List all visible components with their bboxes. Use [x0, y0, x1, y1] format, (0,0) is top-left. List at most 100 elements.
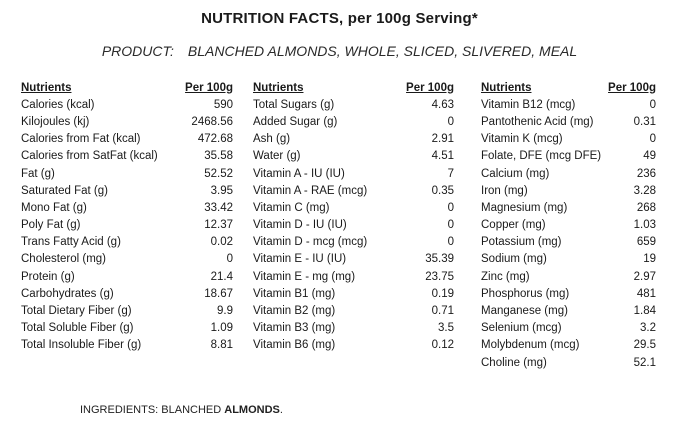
- nutrient-name: Calories (kcal): [21, 98, 95, 111]
- nutrient-row: Manganese (mg) 1.84: [481, 302, 656, 319]
- nutrient-value: 3.5: [438, 322, 454, 335]
- ingredients-prefix: INGREDIENTS: BLANCHED: [80, 404, 225, 416]
- nutrient-row: Vitamin A - IU (IU) 7: [253, 165, 454, 182]
- nutrient-name: Total Dietary Fiber (g): [21, 305, 132, 318]
- nutrient-value: 0.71: [431, 305, 454, 318]
- nutrient-row: Calories (kcal) 590: [21, 96, 233, 113]
- nutrient-value: 7: [447, 167, 454, 180]
- nutrient-row: Folate, DFE (mcg DFE) 49: [481, 148, 656, 165]
- nutrient-row: Carbohydrates (g) 18.67: [21, 285, 233, 302]
- nutrient-column-2: Nutrients Per 100g Total Sugars (g) 4.63 Add…: [253, 79, 454, 354]
- nutrient-row: Vitamin A - RAE (mcg) 0.35: [253, 182, 454, 199]
- nutrient-row: Protein (g) 21.4: [21, 268, 233, 285]
- nutrient-row: Magnesium (mg) 268: [481, 199, 656, 216]
- nutrient-value: 52.52: [204, 167, 233, 180]
- nutrient-value: 29.5: [633, 339, 656, 352]
- header-per-100g: Per 100g: [185, 81, 233, 94]
- nutrient-row: Phosphorus (mg) 481: [481, 285, 656, 302]
- nutrient-name: Calories from SatFat (kcal): [21, 150, 158, 163]
- nutrient-name: Zinc (mg): [481, 270, 530, 283]
- nutrient-row: Fat (g) 52.52: [21, 165, 233, 182]
- nutrient-row: Poly Fat (g) 12.37: [21, 217, 233, 234]
- nutrient-column-3: Nutrients Per 100g Vitamin B12 (mcg) 0 Panto…: [481, 79, 656, 371]
- header-per-100g: Per 100g: [406, 81, 454, 94]
- nutrient-row: Vitamin B6 (mg) 0.12: [253, 337, 454, 354]
- nutrient-value: 19: [643, 253, 656, 266]
- nutrient-name: Vitamin D - IU (IU): [253, 219, 347, 232]
- nutrient-value: 3.95: [210, 184, 233, 197]
- nutrient-value: 52.1: [633, 356, 656, 369]
- nutrient-name: Vitamin K (mcg): [481, 133, 563, 146]
- nutrient-name: Cholesterol (mg): [21, 253, 106, 266]
- nutrient-row: Vitamin B3 (mg) 3.5: [253, 320, 454, 337]
- nutrient-value: 1.84: [633, 305, 656, 318]
- nutrient-value: 2468.56: [191, 115, 233, 128]
- ingredients-highlight: ALMONDS: [224, 404, 280, 416]
- product-name: BLANCHED ALMONDS, WHOLE, SLICED, SLIVERE…: [187, 43, 578, 59]
- nutrient-name: Vitamin B12 (mcg): [481, 98, 576, 111]
- nutrient-name: Vitamin E - IU (IU): [253, 253, 347, 266]
- nutrient-row: Ash (g) 2.91: [253, 131, 454, 148]
- nutrient-name: Phosphorus (mg): [481, 287, 570, 300]
- header-per-100g: Per 100g: [608, 81, 656, 94]
- nutrient-name: Vitamin A - RAE (mcg): [253, 184, 368, 197]
- nutrient-name: Copper (mg): [481, 219, 546, 232]
- nutrient-value: 0.12: [431, 339, 454, 352]
- nutrient-value: 12.37: [204, 219, 233, 232]
- nutrient-name: Iron (mg): [481, 184, 528, 197]
- nutrient-name: Ash (g): [253, 133, 291, 146]
- nutrient-row: Calories from Fat (kcal) 472.68: [21, 131, 233, 148]
- nutrient-value: 0: [649, 98, 656, 111]
- nutrient-name: Folate, DFE (mcg DFE): [481, 150, 602, 163]
- nutrient-name: Vitamin A - IU (IU): [253, 167, 345, 180]
- column-header: Nutrients Per 100g: [21, 79, 233, 96]
- nutrient-row: Vitamin D - IU (IU) 0: [253, 217, 454, 234]
- nutrient-row: Potassium (mg) 659: [481, 234, 656, 251]
- nutrient-value: 1.03: [633, 219, 656, 232]
- ingredients-suffix: .: [279, 404, 283, 416]
- nutrient-name: Added Sugar (g): [253, 115, 338, 128]
- nutrient-value: 590: [213, 98, 233, 111]
- ingredients-line: INGREDIENTS: BLANCHED ALMONDS.: [80, 404, 283, 416]
- nutrient-row: Pantothenic Acid (mg) 0.31: [481, 113, 656, 130]
- nutrient-name: Choline (mg): [481, 356, 547, 369]
- header-nutrients: Nutrients: [21, 81, 72, 94]
- nutrient-row: Vitamin E - IU (IU) 35.39: [253, 251, 454, 268]
- nutrient-value: 268: [636, 201, 656, 214]
- nutrient-value: 0: [447, 115, 454, 128]
- nutrient-value: 659: [636, 236, 656, 249]
- nutrient-name: Mono Fat (g): [21, 201, 87, 214]
- nutrient-row: Calories from SatFat (kcal) 35.58: [21, 148, 233, 165]
- nutrient-row: Saturated Fat (g) 3.95: [21, 182, 233, 199]
- column-header: Nutrients Per 100g: [253, 79, 454, 96]
- nutrient-name: Vitamin B3 (mg): [253, 322, 336, 335]
- nutrient-value: 0.19: [431, 287, 454, 300]
- nutrient-row: Vitamin B1 (mg) 0.19: [253, 285, 454, 302]
- nutrient-name: Kilojoules (kj): [21, 115, 90, 128]
- nutrient-value: 3.2: [640, 322, 656, 335]
- nutrient-value: 472.68: [197, 133, 233, 146]
- nutrient-row: Kilojoules (kj) 2468.56: [21, 113, 233, 130]
- nutrient-name: Pantothenic Acid (mg): [481, 115, 594, 128]
- nutrient-row: Selenium (mcg) 3.2: [481, 320, 656, 337]
- nutrient-value: 8.81: [210, 339, 233, 352]
- nutrient-value: 0.31: [633, 115, 656, 128]
- nutrient-row: Vitamin E - mg (mg) 23.75: [253, 268, 454, 285]
- nutrient-name: Vitamin D - mcg (mcg): [253, 236, 368, 249]
- nutrient-value: 21.4: [210, 270, 233, 283]
- nutrient-name: Vitamin B2 (mg): [253, 305, 336, 318]
- nutrient-value: 481: [636, 287, 656, 300]
- nutrient-row: Copper (mg) 1.03: [481, 217, 656, 234]
- nutrient-name: Calcium (mg): [481, 167, 550, 180]
- nutrient-row: Cholesterol (mg) 0: [21, 251, 233, 268]
- nutrient-row: Vitamin B12 (mcg) 0: [481, 96, 656, 113]
- nutrient-value: 1.09: [210, 322, 233, 335]
- nutrient-value: 23.75: [425, 270, 454, 283]
- nutrient-value: 0.35: [431, 184, 454, 197]
- page-title: NUTRITION FACTS, per 100g Serving*: [201, 10, 478, 27]
- nutrient-name: Poly Fat (g): [21, 219, 81, 232]
- nutrient-row: Sodium (mg) 19: [481, 251, 656, 268]
- nutrient-name: Manganese (mg): [481, 305, 568, 318]
- nutrient-value: 2.97: [633, 270, 656, 283]
- nutrient-row: Iron (mg) 3.28: [481, 182, 656, 199]
